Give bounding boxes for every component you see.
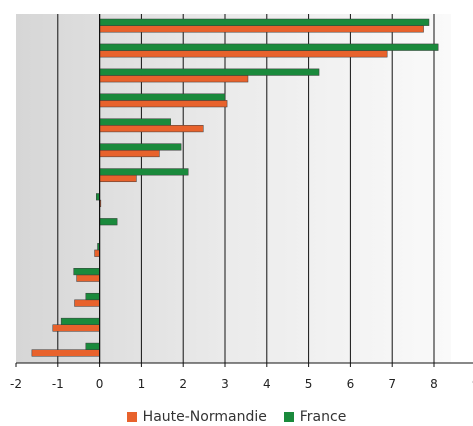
plot-area	[16, 14, 451, 363]
legend: Haute-Normandie France	[0, 409, 473, 426]
tick-label-2: 2	[179, 377, 187, 391]
bar-france-6	[99, 168, 189, 176]
bar-france-10	[73, 268, 100, 276]
bar-haute-normandie-5	[99, 149, 160, 158]
bar-haute-normandie-13	[31, 349, 100, 357]
bar-haute-normandie-0	[99, 25, 424, 33]
tick-label-9: 9	[472, 377, 473, 391]
tick-label-5: 5	[305, 377, 313, 391]
bar-haute-normandie-10	[76, 274, 100, 282]
bar-haute-normandie-11	[74, 299, 100, 307]
bar-haute-normandie-1	[99, 50, 388, 58]
bar-france-2	[99, 68, 320, 76]
legend-item-france: France	[283, 409, 347, 425]
bar-france-0	[99, 18, 430, 26]
axes	[16, 14, 473, 364]
bar-haute-normandie-3	[99, 100, 228, 108]
tick-label-6: 6	[347, 377, 355, 391]
tick-label-3: 3	[221, 377, 229, 391]
bar-france-5	[99, 143, 182, 151]
bar-haute-normandie-9	[94, 249, 100, 257]
bar-haute-normandie-6	[99, 174, 137, 183]
tick-label-4: 4	[263, 377, 271, 391]
x-axis-ticks: -2 -1 0 1 2 3 4 5 6 7 8 9	[10, 363, 473, 391]
legend-label-france: France	[299, 409, 347, 425]
bar-haute-normandie-12	[52, 324, 100, 332]
bar-haute-normandie-2	[99, 75, 249, 83]
legend-swatch-haute-normandie	[126, 412, 137, 422]
bar-france-3	[99, 93, 226, 101]
bar-france-13	[85, 342, 100, 350]
legend-swatch-france	[283, 412, 294, 422]
bar-haute-normandie-4	[99, 125, 204, 133]
bar-france-8	[99, 218, 118, 226]
legend-item-haute-normandie: Haute-Normandie	[126, 409, 267, 425]
bar-france-11	[85, 292, 100, 301]
tick-label-7: 7	[388, 377, 396, 391]
bar-france-12	[60, 317, 100, 325]
legend-label-haute-normandie: Haute-Normandie	[142, 409, 267, 425]
bar-france-1	[99, 43, 439, 51]
tick-label-0: 0	[96, 377, 104, 391]
tick-label-1: 1	[138, 377, 146, 391]
bars	[31, 18, 439, 357]
tick-label--2: -2	[10, 377, 22, 391]
tick-label-8: 8	[430, 377, 438, 391]
tick-label--1: -1	[52, 377, 64, 391]
bar-france-4	[99, 118, 171, 126]
